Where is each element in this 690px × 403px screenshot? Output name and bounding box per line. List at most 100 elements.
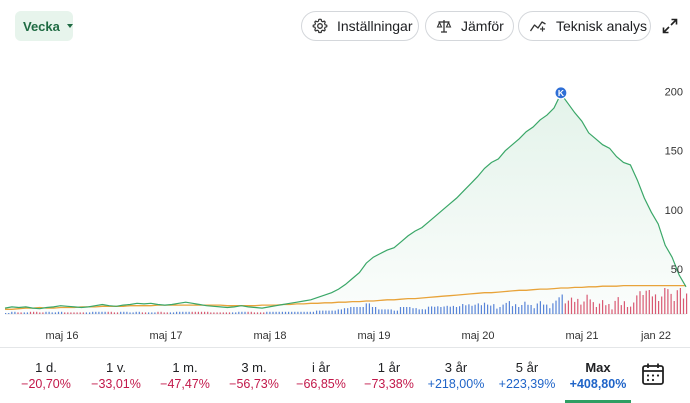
volume-bar — [39, 312, 41, 314]
period-dropdown[interactable]: Vecka — [15, 11, 73, 41]
volume-bar — [505, 302, 507, 314]
volume-bar — [567, 300, 569, 314]
technical-analysis-button[interactable]: Teknisk analys — [518, 11, 651, 41]
volume-bar — [116, 312, 119, 314]
volume-bar — [437, 306, 439, 314]
volume-bar — [639, 291, 641, 314]
volume-bar — [365, 303, 367, 314]
scale-icon — [436, 20, 452, 33]
range-1-d[interactable]: 1 d. −20,70% — [11, 348, 81, 403]
volume-bar — [490, 305, 492, 314]
volume-bar — [98, 311, 100, 314]
volume-bar — [104, 311, 106, 314]
compare-button[interactable]: Jämför — [425, 11, 514, 41]
volume-bar — [322, 310, 324, 314]
volume-bar — [256, 312, 259, 314]
volume-bar — [79, 312, 81, 314]
volume-bar — [61, 311, 63, 314]
volume-bar — [381, 309, 383, 314]
volume-bar — [334, 310, 336, 314]
range-label: 1 v. — [106, 360, 126, 375]
volume-bar — [85, 312, 87, 314]
volume-bar — [225, 312, 227, 314]
price-area — [5, 93, 686, 314]
volume-bar — [309, 311, 311, 314]
range-label: 1 år — [377, 360, 401, 375]
range-change: −20,70% — [21, 377, 71, 391]
range-label: 5 år — [515, 360, 539, 375]
volume-bar — [387, 309, 389, 314]
volume-bar — [107, 311, 109, 314]
volume-bar — [536, 303, 538, 314]
volume-bar — [440, 307, 442, 314]
range-label: 1 d. — [35, 360, 57, 375]
volume-bar — [471, 305, 473, 314]
volume-bar — [670, 293, 672, 314]
range-label: 3 m. — [241, 360, 267, 375]
range-3-m[interactable]: 3 m. −56,73% — [219, 348, 289, 403]
technical-analysis-label: Teknisk analys — [556, 18, 648, 34]
chart-toolbar: Vecka Inställningar Jämför Teknisk analy… — [0, 0, 690, 52]
volume-bar — [356, 307, 358, 314]
volume-bar — [154, 312, 156, 314]
volume-bar — [67, 312, 69, 314]
range-change: −56,73% — [229, 377, 279, 391]
volume-bar — [228, 312, 231, 314]
volume-bar — [294, 311, 296, 314]
volume-bar — [651, 296, 653, 314]
volume-bar — [210, 312, 212, 314]
volume-bar — [278, 311, 280, 314]
trend-chart-icon — [529, 21, 546, 32]
range-max[interactable]: Max +408,80% — [563, 348, 633, 403]
event-marker — [554, 86, 568, 100]
volume-bar — [434, 306, 436, 314]
range-change: +218,00% — [427, 377, 485, 391]
calendar-button[interactable] — [640, 361, 666, 387]
volume-bar — [527, 304, 529, 314]
volume-bar — [487, 304, 489, 314]
volume-bar — [539, 301, 541, 314]
volume-bar — [443, 306, 445, 314]
volume-bar — [530, 305, 532, 314]
volume-bar — [406, 307, 408, 314]
volume-bar — [23, 312, 25, 314]
volume-bar — [197, 311, 199, 314]
settings-button[interactable]: Inställningar — [301, 11, 419, 41]
range-change: −73,38% — [364, 377, 414, 391]
volume-bar — [483, 302, 486, 314]
volume-bar — [316, 310, 318, 314]
range-3-år[interactable]: 3 år +218,00% — [421, 348, 491, 403]
x-tick-label: maj 19 — [357, 330, 390, 342]
x-tick-label: maj 18 — [253, 330, 286, 342]
range-i-år[interactable]: i år −66,85% — [286, 348, 356, 403]
volume-bar — [101, 311, 103, 314]
volume-bar — [658, 301, 660, 314]
volume-bar — [191, 311, 193, 314]
volume-bar — [543, 304, 545, 314]
fullscreen-button[interactable] — [660, 16, 680, 36]
volume-bar — [216, 312, 218, 314]
volume-bar — [73, 312, 75, 314]
volume-bar — [623, 301, 625, 314]
volume-bar — [399, 307, 402, 314]
volume-bar — [57, 311, 60, 314]
range-label: 1 m. — [172, 360, 198, 375]
volume-bar — [113, 312, 115, 314]
volume-bar — [459, 306, 461, 314]
volume-bar — [654, 294, 657, 314]
range-1-v[interactable]: 1 v. −33,01% — [81, 348, 151, 403]
volume-bar — [493, 304, 495, 314]
price-chart[interactable]: 50 100 150 200 maj 16 maj 17 maj 18 maj 19 maj … — [0, 52, 690, 347]
volume-bar — [452, 305, 454, 314]
volume-bar — [533, 308, 535, 314]
volume-bar — [474, 304, 476, 314]
volume-bar — [589, 299, 591, 314]
range-1-år[interactable]: 1 år −73,38% — [354, 348, 424, 403]
range-5-år[interactable]: 5 år +223,39% — [492, 348, 562, 403]
period-label: Vecka — [23, 18, 60, 34]
range-1-m[interactable]: 1 m. −47,47% — [150, 348, 220, 403]
volume-bar — [182, 311, 184, 314]
volume-bar — [331, 310, 333, 314]
volume-bar — [132, 312, 134, 314]
volume-bar — [424, 309, 426, 314]
